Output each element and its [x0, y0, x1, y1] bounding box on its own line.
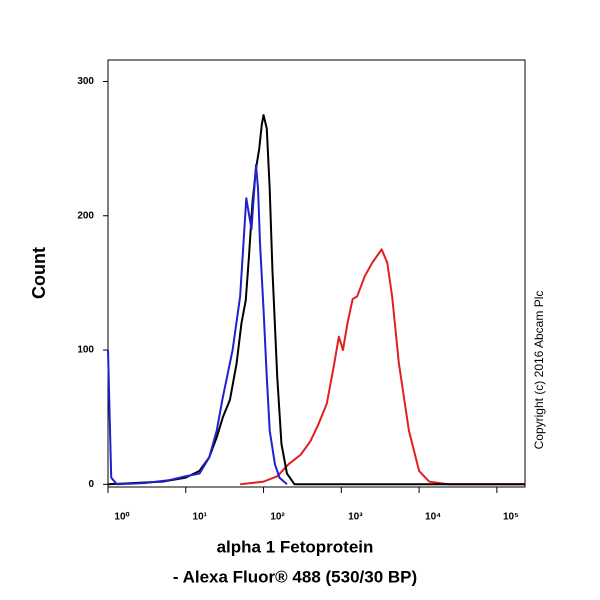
y-tick-label: 200 — [77, 210, 94, 221]
plot-frame — [107, 59, 526, 488]
x-tick-label: 10³ — [348, 512, 363, 523]
histogram-line — [240, 248, 525, 486]
x-tick-label: 10¹ — [193, 512, 208, 523]
x-tick-label: 10² — [270, 512, 285, 523]
y-tick-label: 100 — [77, 345, 94, 356]
x-tick-label: 10⁴ — [425, 512, 441, 523]
x-axis-label: - Alexa Fluor® 488 (530/30 BP) — [173, 567, 417, 586]
y-tick-label: 0 — [88, 479, 94, 490]
y-axis-label: Count — [29, 247, 49, 299]
y-tick-label: 300 — [77, 76, 94, 87]
histogram-line — [107, 163, 288, 486]
x-tick-label: 10⁰ — [114, 512, 129, 523]
x-tick-label: 10⁵ — [503, 512, 519, 523]
x-axis-label: alpha 1 Fetoprotein — [217, 537, 374, 556]
copyright: Copyright (c) 2016 Abcam Plc — [532, 291, 546, 450]
